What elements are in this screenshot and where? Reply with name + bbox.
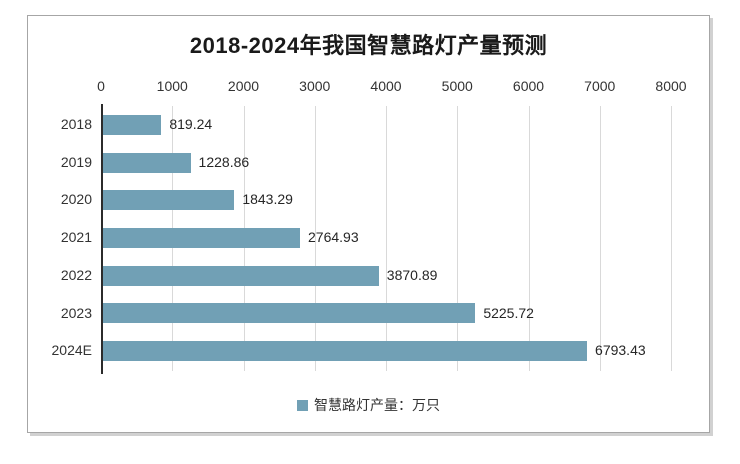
bar bbox=[103, 265, 379, 286]
x-axis-labels: 0 1000 2000 3000 4000 5000 6000 7000 8000 bbox=[97, 78, 686, 96]
x-axis-tick-label: 7000 bbox=[584, 78, 616, 94]
bar bbox=[103, 227, 300, 248]
bar-row: 2024E 6793.43 bbox=[28, 332, 709, 370]
gridline bbox=[314, 106, 316, 371]
bar bbox=[103, 190, 235, 211]
x-axis-tick-label: 2000 bbox=[227, 78, 260, 94]
legend-swatch-icon bbox=[297, 399, 308, 411]
chart-panel: 2018-2024年我国智慧路灯产量预测 0 1000 2000 3000 4000 50… bbox=[27, 15, 710, 433]
bar-row: 2020 1843.29 bbox=[28, 181, 709, 219]
x-axis-tick-label: 6000 bbox=[512, 78, 545, 94]
bar bbox=[103, 303, 476, 324]
bar-value-label: 3870.89 bbox=[386, 266, 438, 283]
legend-label: 智慧路灯产量：万只 bbox=[314, 397, 440, 413]
gridline bbox=[457, 106, 459, 371]
gridline bbox=[671, 106, 672, 371]
chart-title: 2018-2024年我国智慧路灯产量预测 bbox=[189, 33, 548, 58]
x-axis-tick-label: 3000 bbox=[299, 78, 331, 94]
bar bbox=[103, 152, 191, 173]
bar-row: 2022 3870.89 bbox=[28, 257, 709, 295]
bar bbox=[103, 114, 162, 135]
bar bbox=[103, 341, 588, 362]
bar-row: 2018 819.24 bbox=[28, 106, 709, 144]
bar-rows: 2018 819.24 2019 1228.86 2020 1843.29 2021 2764… bbox=[28, 106, 709, 370]
x-axis-tick-label: 5000 bbox=[441, 78, 473, 94]
y-axis-category-label: 2019 bbox=[60, 153, 92, 170]
y-axis-category-label: 2021 bbox=[60, 229, 92, 246]
x-axis-tick-label: 0 bbox=[97, 78, 105, 94]
y-axis-category-label: 2018 bbox=[60, 116, 92, 132]
bar-value-label: 819.24 bbox=[169, 116, 213, 132]
bar-row: 2023 5225.72 bbox=[28, 295, 709, 333]
legend: 智慧路灯产量：万只 bbox=[28, 396, 709, 414]
bar-row: 2021 2764.93 bbox=[28, 219, 709, 257]
gridline bbox=[528, 106, 530, 371]
x-axis-tick-label: 4000 bbox=[370, 78, 402, 94]
y-axis-category-label: 2022 bbox=[60, 266, 92, 283]
x-axis-tick-label: 8000 bbox=[655, 78, 687, 94]
y-axis-category-label: 2020 bbox=[60, 191, 92, 208]
bar-value-label: 2764.93 bbox=[308, 229, 359, 246]
x-axis-tick-label: 1000 bbox=[156, 78, 188, 94]
bar-value-label: 1228.86 bbox=[198, 153, 250, 170]
bar-row: 2019 1228.86 bbox=[28, 144, 709, 182]
bar-value-label: 5225.72 bbox=[483, 304, 534, 321]
y-axis-line bbox=[101, 104, 103, 374]
gridline bbox=[386, 106, 387, 371]
gridline bbox=[599, 106, 601, 371]
y-axis-category-label: 2023 bbox=[60, 304, 92, 321]
bar-value-label: 6793.43 bbox=[595, 342, 646, 359]
bar-value-label: 1843.29 bbox=[242, 191, 293, 208]
y-axis-category-label: 2024E bbox=[51, 342, 92, 359]
